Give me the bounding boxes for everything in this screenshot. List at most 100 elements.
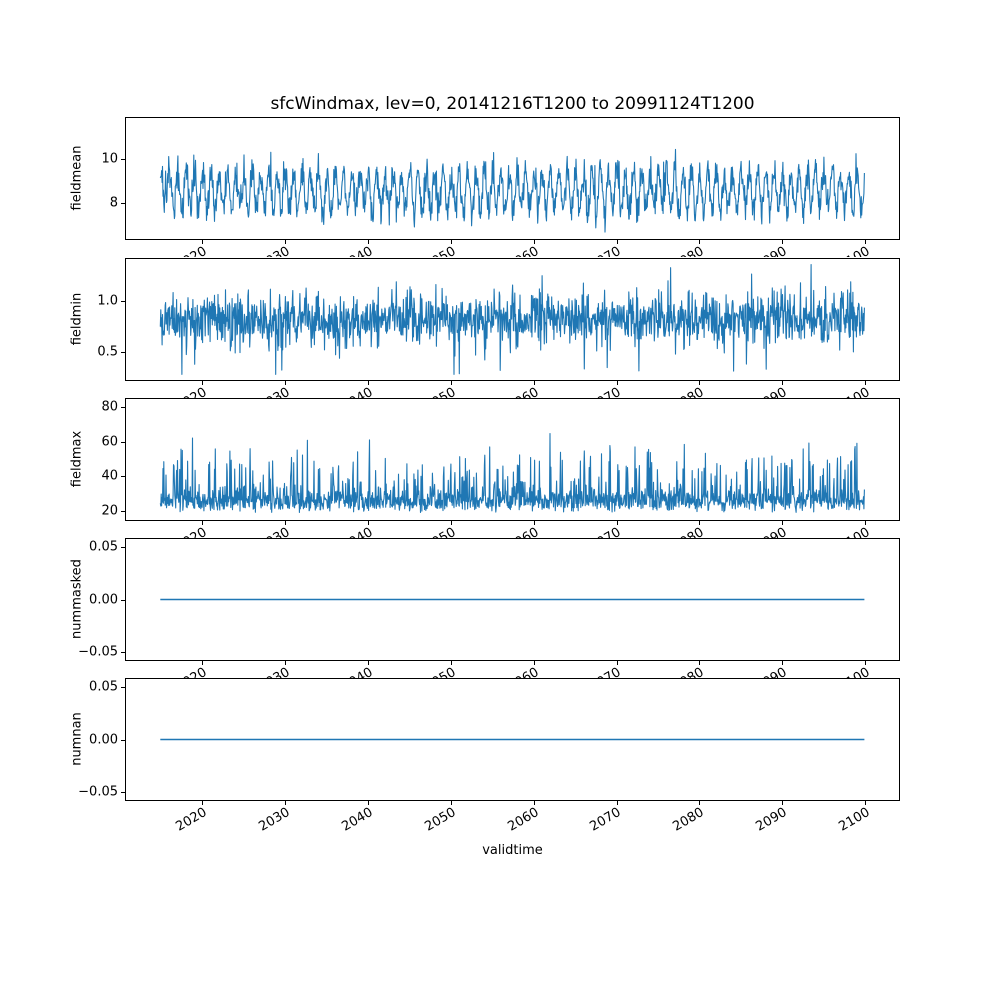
y-axis-label-fieldmax: fieldmax bbox=[69, 430, 85, 488]
x-tick-label: 2060 bbox=[504, 805, 542, 835]
x-tick-mark bbox=[285, 801, 286, 805]
x-tick-label: 2030 bbox=[256, 665, 292, 678]
x-tick-mark bbox=[865, 381, 867, 385]
y-tick-label: 0.05 bbox=[89, 539, 118, 555]
x-tick-mark bbox=[367, 381, 369, 385]
x-tick-mark bbox=[782, 240, 784, 244]
x-tick-label: 2080 bbox=[671, 665, 707, 678]
line-series-fieldmax bbox=[159, 433, 865, 514]
series-line-fieldmax bbox=[159, 433, 865, 514]
x-tick-mark bbox=[865, 521, 867, 525]
x-tick-label: 2050 bbox=[422, 805, 459, 835]
x-tick-mark bbox=[285, 381, 286, 385]
x-tick-mark bbox=[533, 521, 535, 525]
x-tick-mark bbox=[450, 381, 452, 385]
x-tick-label: 2020 bbox=[173, 525, 209, 538]
y-axis-label-nummasked: nummasked bbox=[69, 559, 85, 639]
y-axis-label-numnan: numnan bbox=[69, 712, 85, 766]
x-tick-label: 2070 bbox=[588, 385, 624, 398]
x-tick-label: 2090 bbox=[754, 665, 790, 678]
x-tick-label: 2090 bbox=[754, 385, 790, 398]
x-tick-mark bbox=[202, 381, 204, 385]
line-series-fieldmin bbox=[159, 264, 865, 375]
x-tick-mark bbox=[533, 381, 535, 385]
x-tick-mark bbox=[285, 661, 286, 665]
x-ticks: 2020 2030 2040 2050 2060 2070 2080 2090 2100 bbox=[125, 240, 925, 257]
x-tick-label: 2100 bbox=[837, 385, 873, 398]
y-tick-label: 1.0 bbox=[97, 293, 118, 309]
x-tick-mark bbox=[533, 240, 535, 244]
x-tick-label: 2050 bbox=[422, 244, 458, 257]
x-tick-mark bbox=[367, 521, 369, 525]
figure-title: sfcWindmax, lev=0, 20141216T1200 to 2099… bbox=[270, 94, 755, 114]
x-tick-mark bbox=[699, 240, 701, 244]
x-tick-label: 2070 bbox=[587, 805, 624, 835]
x-tick-mark bbox=[202, 521, 204, 525]
line-series-numnan bbox=[160, 738, 865, 741]
x-ticks: 2020 2030 2040 2050 2060 2070 2080 2090 2100 bbox=[125, 801, 925, 856]
x-tick-label: 2100 bbox=[836, 805, 873, 835]
x-ticks: 2020 2030 2040 2050 2060 2070 2080 2090 2100 bbox=[125, 661, 925, 678]
x-tick-label: 2070 bbox=[588, 665, 624, 678]
x-tick-mark bbox=[865, 801, 867, 805]
x-axis-label: validtime bbox=[482, 843, 543, 858]
x-tick-mark bbox=[285, 521, 286, 525]
y-tick-label: 10 bbox=[101, 151, 118, 167]
y-tick-label: 20 bbox=[101, 503, 118, 519]
x-tick-label: 2050 bbox=[422, 385, 458, 398]
series-line-fieldmean bbox=[159, 148, 865, 233]
x-tick-mark bbox=[533, 801, 535, 805]
x-ticks: 2020 2030 2040 2050 2060 2070 2080 2090 2100 bbox=[125, 521, 925, 538]
x-tick-label: 2040 bbox=[339, 244, 375, 257]
x-tick-label: 2020 bbox=[173, 805, 210, 835]
x-tick-label: 2030 bbox=[256, 805, 293, 835]
x-tick-mark bbox=[699, 521, 701, 525]
y-tick-label: −0.05 bbox=[78, 644, 118, 660]
x-ticks: 2020 2030 2040 2050 2060 2070 2080 2090 2100 bbox=[125, 381, 925, 398]
x-tick-label: 2060 bbox=[505, 665, 541, 678]
subplot-numnan: numnan −0.05 0.00 0.05 2020 2030 2040 2050 206… bbox=[70, 678, 900, 835]
y-tick-label: 40 bbox=[101, 468, 118, 484]
x-tick-mark bbox=[616, 521, 618, 525]
x-tick-label: 2090 bbox=[753, 805, 790, 835]
x-tick-label: 2030 bbox=[256, 244, 292, 257]
x-tick-mark bbox=[367, 661, 369, 665]
x-tick-mark bbox=[285, 240, 286, 244]
x-tick-mark bbox=[616, 240, 618, 244]
x-tick-label: 2040 bbox=[339, 525, 375, 538]
x-tick-label: 2100 bbox=[837, 244, 873, 257]
y-tick-label: 0.00 bbox=[89, 592, 118, 607]
x-tick-label: 2030 bbox=[256, 385, 292, 398]
x-tick-label: 2040 bbox=[339, 385, 375, 398]
x-tick-mark bbox=[367, 801, 369, 805]
subplot-fieldmin: fieldmin 0.5 1.0 2020 2030 2040 2050 2060 2070… bbox=[70, 258, 900, 398]
x-tick-label: 2060 bbox=[505, 525, 541, 538]
x-tick-label: 2100 bbox=[837, 525, 873, 538]
x-tick-label: 2080 bbox=[671, 525, 707, 538]
y-tick-label: 8 bbox=[109, 195, 118, 211]
x-tick-label: 2090 bbox=[754, 244, 790, 257]
line-series-nummasked bbox=[160, 598, 865, 601]
x-tick-label: 2060 bbox=[505, 244, 541, 257]
x-tick-label: 2040 bbox=[339, 805, 376, 835]
x-tick-mark bbox=[699, 801, 701, 805]
x-tick-label: 2070 bbox=[588, 525, 624, 538]
x-tick-mark bbox=[202, 661, 204, 665]
x-tick-mark bbox=[782, 661, 784, 665]
x-tick-label: 2080 bbox=[671, 244, 707, 257]
x-tick-mark bbox=[782, 381, 784, 385]
x-tick-label: 2020 bbox=[173, 665, 209, 678]
x-tick-mark bbox=[450, 801, 452, 805]
x-tick-mark bbox=[202, 801, 204, 805]
x-tick-label: 2050 bbox=[422, 665, 458, 678]
series-line-fieldmin bbox=[159, 264, 865, 375]
x-tick-mark bbox=[865, 240, 867, 244]
subplot-nummasked: nummasked −0.05 0.00 0.05 2020 2030 2040 2050… bbox=[70, 538, 900, 678]
x-tick-label: 2100 bbox=[837, 665, 873, 678]
x-tick-label: 2080 bbox=[671, 385, 707, 398]
x-tick-label: 2070 bbox=[588, 244, 624, 257]
x-tick-mark bbox=[782, 801, 784, 805]
x-tick-mark bbox=[865, 661, 867, 665]
x-tick-label: 2080 bbox=[670, 805, 707, 835]
